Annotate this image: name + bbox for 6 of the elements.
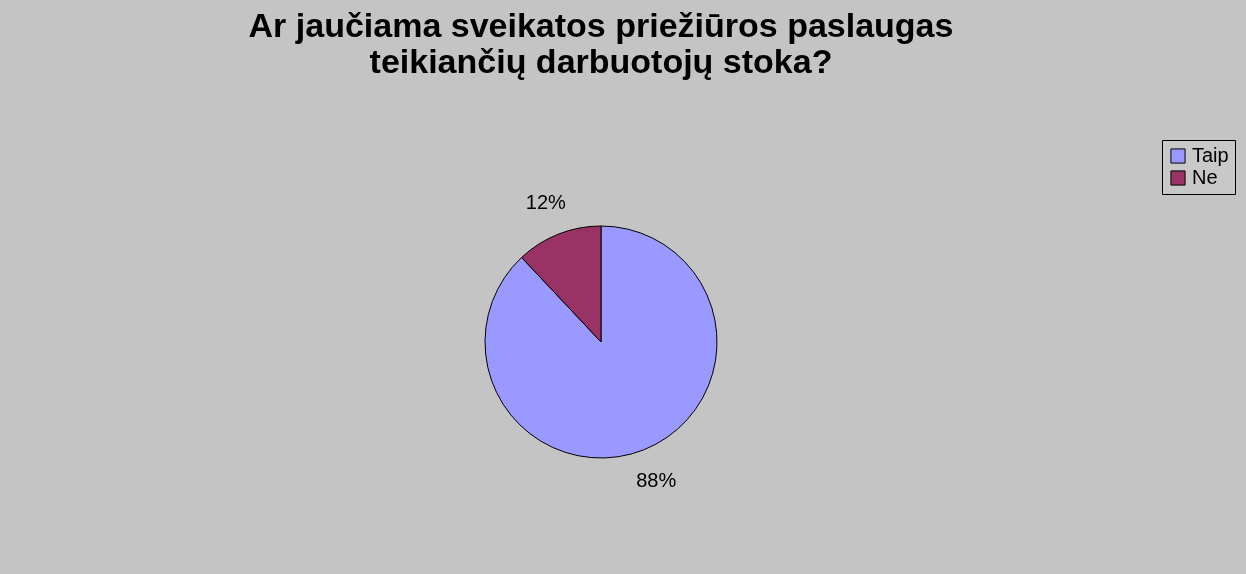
data-label: 88% (636, 469, 677, 492)
text: Ar jaučiama sveikatos priežiūros paslaugas (248, 6, 954, 44)
legend-label: Ne (1192, 166, 1218, 188)
pie-slice (484, 225, 718, 459)
data-label: 12% (525, 190, 567, 213)
legend-label: Taip (1192, 144, 1229, 166)
